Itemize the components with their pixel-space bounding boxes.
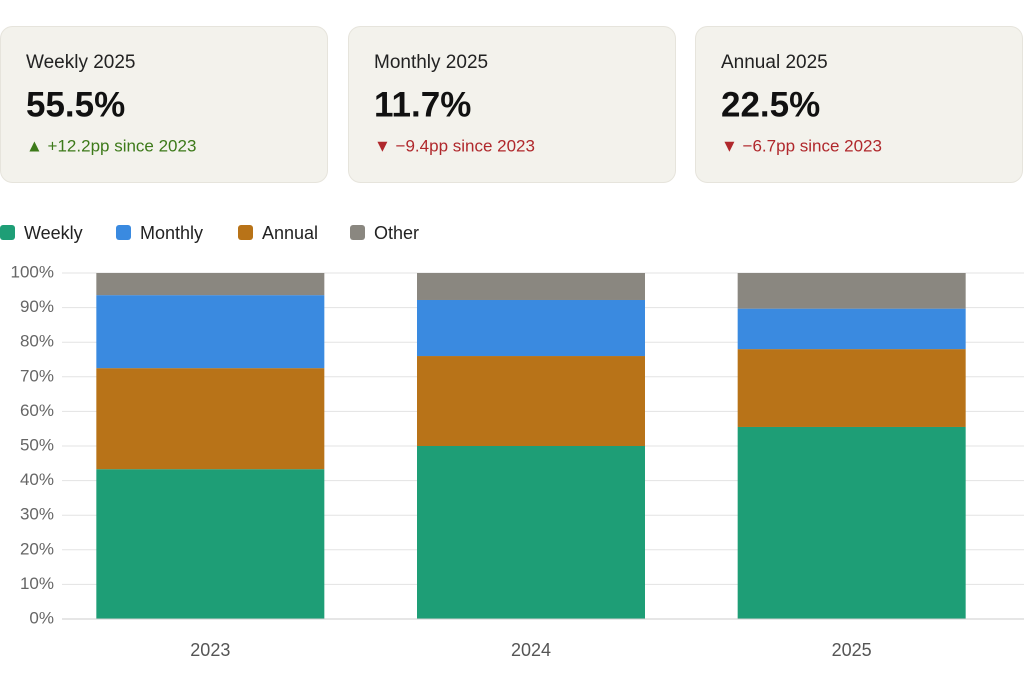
bar-segment	[417, 446, 645, 619]
kpi-value: 11.7%	[374, 85, 471, 124]
bar-segment	[417, 299, 645, 357]
x-tick-label: 2024	[511, 640, 551, 660]
kpi-card	[695, 26, 1023, 183]
bar-segment	[737, 308, 966, 350]
legend-swatch	[350, 225, 365, 240]
bar-segment	[96, 295, 325, 369]
y-tick-label: 30%	[20, 505, 54, 524]
legend-swatch	[238, 225, 253, 240]
y-tick-label: 20%	[20, 539, 54, 558]
bar-segment	[737, 349, 966, 427]
kpi-card	[348, 26, 676, 183]
legend-label: Weekly	[24, 223, 83, 243]
y-tick-label: 40%	[20, 470, 54, 489]
bar-segment	[96, 469, 325, 619]
y-tick-label: 70%	[20, 366, 54, 385]
x-tick-label: 2025	[832, 640, 872, 660]
legend-swatch	[0, 225, 15, 240]
y-tick-label: 10%	[20, 574, 54, 593]
y-tick-label: 50%	[20, 435, 54, 454]
kpi-change: ▼ −6.7pp since 2023	[721, 136, 882, 155]
legend-label: Monthly	[140, 223, 203, 243]
y-tick-label: 90%	[20, 297, 54, 316]
y-tick-label: 60%	[20, 401, 54, 420]
y-tick-label: 100%	[11, 262, 54, 281]
kpi-label: Weekly 2025	[26, 52, 136, 73]
x-tick-label: 2023	[190, 640, 230, 660]
kpi-change: ▼ −9.4pp since 2023	[374, 136, 535, 155]
bar-segment	[96, 368, 325, 470]
bar-segment	[96, 273, 325, 296]
bar-segment	[417, 273, 645, 300]
y-tick-label: 0%	[29, 608, 54, 627]
legend-label: Other	[374, 223, 419, 243]
bar-segment	[737, 273, 966, 309]
kpi-card	[0, 26, 328, 183]
kpi-label: Monthly 2025	[374, 52, 488, 73]
kpi-label: Annual 2025	[721, 52, 828, 73]
y-tick-label: 80%	[20, 332, 54, 351]
bar-segment	[417, 356, 645, 446]
legend-label: Annual	[262, 223, 318, 243]
kpi-change: ▲ +12.2pp since 2023	[26, 136, 196, 155]
bar-segment	[737, 426, 966, 619]
legend-swatch	[116, 225, 131, 240]
kpi-value: 55.5%	[26, 85, 125, 124]
kpi-value: 22.5%	[721, 85, 820, 124]
